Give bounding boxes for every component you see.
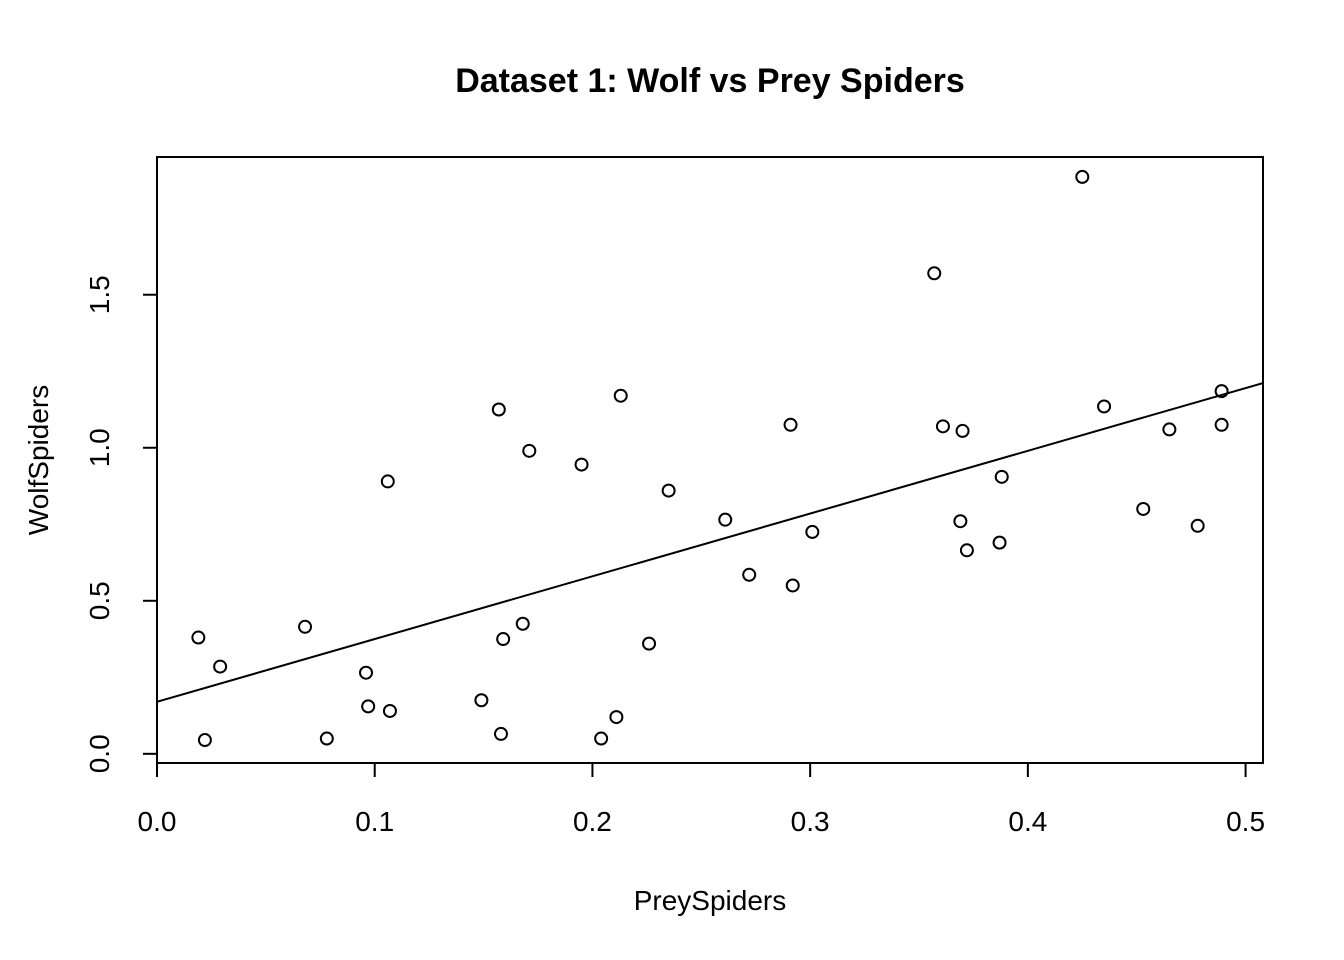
- data-point: [785, 578, 800, 593]
- data-point: [783, 417, 798, 432]
- x-axis-label: PreySpiders: [634, 885, 787, 916]
- data-point: [319, 731, 334, 746]
- y-tick-label: 0.0: [84, 734, 115, 773]
- regression-line-group: [157, 382, 1263, 703]
- y-tick-label: 0.5: [84, 581, 115, 620]
- data-point: [1190, 518, 1205, 533]
- data-point: [197, 733, 212, 748]
- data-point: [491, 402, 506, 417]
- data-point: [1214, 384, 1229, 399]
- data-point: [935, 419, 950, 434]
- data-point: [496, 632, 511, 647]
- data-point: [1214, 417, 1229, 432]
- data-point: [474, 693, 489, 708]
- y-tick-label: 1.5: [84, 275, 115, 314]
- data-point: [642, 636, 657, 651]
- data-point: [298, 619, 313, 634]
- x-tick-label: 0.5: [1226, 806, 1265, 837]
- data-point: [382, 703, 397, 718]
- data-point: [609, 710, 624, 725]
- data-point: [361, 699, 376, 714]
- data-point: [959, 543, 974, 558]
- y-axis: 0.0 0.5 1.0 1.5: [84, 275, 158, 773]
- data-point: [994, 469, 1009, 484]
- data-point: [380, 474, 395, 489]
- data-point: [955, 423, 970, 438]
- x-tick-label: 0.4: [1008, 806, 1047, 837]
- data-point: [191, 630, 206, 645]
- data-point: [213, 659, 228, 674]
- data-point: [522, 443, 537, 458]
- x-tick-label: 0.0: [138, 806, 177, 837]
- data-point: [661, 483, 676, 498]
- data-point: [1097, 399, 1112, 414]
- data-point: [515, 616, 530, 631]
- points-group: [191, 169, 1229, 748]
- data-point: [953, 514, 968, 529]
- x-tick-label: 0.1: [355, 806, 394, 837]
- data-point: [1162, 422, 1177, 437]
- x-tick-label: 0.3: [791, 806, 830, 837]
- x-axis: 0.0 0.1 0.2 0.3 0.4 0.5: [138, 762, 1265, 837]
- chart-title: Dataset 1: Wolf vs Prey Spiders: [455, 62, 965, 100]
- data-point: [1136, 501, 1151, 516]
- y-tick-label: 1.0: [84, 428, 115, 467]
- regression-line: [157, 382, 1263, 703]
- data-point: [1075, 169, 1090, 184]
- data-point: [574, 457, 589, 472]
- data-point: [805, 524, 820, 539]
- data-point: [359, 665, 374, 680]
- data-point: [992, 535, 1007, 550]
- data-point: [742, 567, 757, 582]
- x-tick-label: 0.2: [573, 806, 612, 837]
- data-point: [613, 388, 628, 403]
- data-point: [594, 731, 609, 746]
- data-point: [718, 512, 733, 527]
- data-point: [927, 266, 942, 281]
- plot-frame: [156, 156, 1264, 764]
- data-point: [493, 726, 508, 741]
- y-axis-label: WolfSpiders: [23, 385, 54, 535]
